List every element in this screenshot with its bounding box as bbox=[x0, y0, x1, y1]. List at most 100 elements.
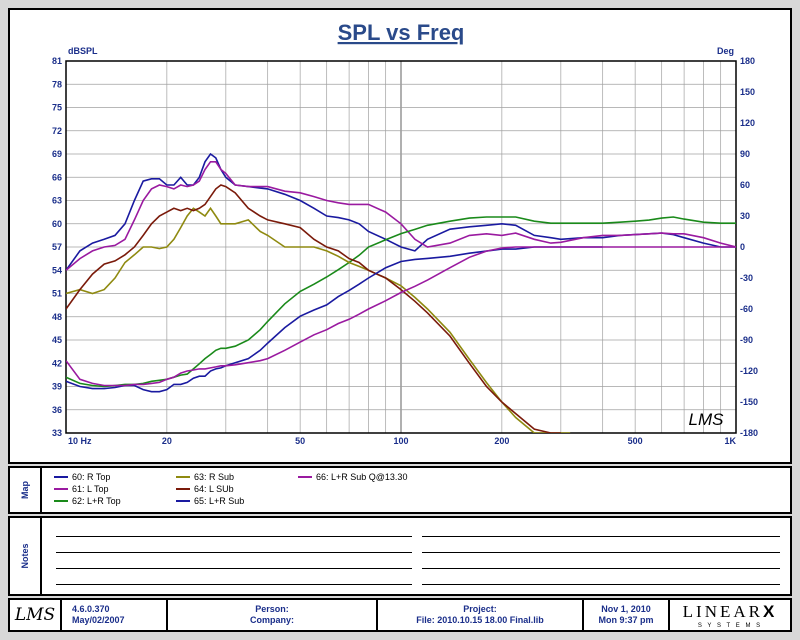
y-tick-label: 81 bbox=[52, 56, 62, 66]
note-line[interactable] bbox=[56, 584, 412, 585]
y-tick-label: 45 bbox=[52, 335, 62, 345]
lms-watermark: LMS bbox=[689, 410, 725, 429]
legend-label: 65: L+R Sub bbox=[194, 496, 245, 506]
x-tick-label: 100 bbox=[393, 436, 408, 446]
map-tab[interactable]: Map bbox=[10, 468, 42, 512]
footer-person-cell: Person: Company: bbox=[168, 600, 378, 630]
footer-version-cell: 4.6.0.370 May/02/2007 bbox=[62, 600, 168, 630]
legend-swatch bbox=[298, 476, 312, 478]
chart-title: SPL vs Freq bbox=[338, 20, 465, 45]
y2-tick-label: -180 bbox=[740, 428, 758, 438]
legend-item: 66: L+R Sub Q@13.30 bbox=[298, 472, 407, 482]
spl-chart: SPL vs Freq dBSPL Deg 33 36 39 42 45 48 51 54 57 60 6… bbox=[52, 20, 758, 446]
brand-name: LINEAR bbox=[682, 602, 763, 621]
note-line[interactable] bbox=[422, 568, 780, 569]
y-tick-label: 51 bbox=[52, 289, 62, 299]
y2-tick-label: 0 bbox=[740, 242, 745, 252]
map-tab-label: Map bbox=[20, 481, 30, 499]
notes-tab[interactable]: Notes bbox=[10, 518, 42, 594]
y-tick-label: 63 bbox=[52, 196, 62, 206]
footer-time: Mon 9:37 pm bbox=[598, 615, 654, 625]
y2-tick-label: 180 bbox=[740, 56, 755, 66]
series-line-1 bbox=[66, 152, 736, 271]
y-tick-label: 39 bbox=[52, 382, 62, 392]
y-tick-label: 33 bbox=[52, 428, 62, 438]
legend-item: 64: L SUb bbox=[176, 484, 234, 494]
y-tick-label: 69 bbox=[52, 149, 62, 159]
lms-logo: LMS bbox=[14, 605, 56, 625]
legend-item: 63: R Sub bbox=[176, 472, 234, 482]
legend-panel: Map 60: R Top 61: L Top 62: L+R Top 63: R S… bbox=[8, 466, 792, 514]
x-tick-label: 10 Hz bbox=[68, 436, 92, 446]
y-axis-label: dBSPL bbox=[68, 46, 98, 56]
note-line[interactable] bbox=[422, 584, 780, 585]
series-line-7 bbox=[66, 246, 736, 387]
series-line-4 bbox=[66, 206, 571, 433]
brand-sub: S Y S T E M S bbox=[697, 623, 763, 629]
y2-tick-label: 90 bbox=[740, 149, 750, 159]
note-line[interactable] bbox=[56, 568, 412, 569]
y2-tick-label: -30 bbox=[740, 273, 753, 283]
series-line-6 bbox=[66, 246, 603, 393]
y2-tick-label: -150 bbox=[740, 397, 758, 407]
note-line[interactable] bbox=[56, 552, 412, 553]
note-line[interactable] bbox=[56, 536, 412, 537]
footer-project-cell: Project: File: 2010.10.15 18.00 Final.li… bbox=[378, 600, 584, 630]
series-line-2 bbox=[66, 161, 736, 271]
x-tick-label: 200 bbox=[494, 436, 509, 446]
y2-tick-label: -90 bbox=[740, 335, 753, 345]
legend-label: 64: L SUb bbox=[194, 484, 234, 494]
legend-label: 66: L+R Sub Q@13.30 bbox=[316, 472, 408, 482]
y2-tick-label: 150 bbox=[740, 87, 755, 97]
legend-label: 62: L+R Top bbox=[72, 496, 121, 506]
legend-item: 65: L+R Sub bbox=[176, 496, 244, 506]
legend-swatch bbox=[176, 488, 190, 490]
footer-date-cell: Nov 1, 2010 Mon 9:37 pm bbox=[584, 600, 670, 630]
y-tick-label: 42 bbox=[52, 358, 62, 368]
version-number: 4.6.0.370 bbox=[72, 604, 110, 614]
legend-label: 63: R Sub bbox=[194, 472, 235, 482]
notes-panel: Notes bbox=[8, 516, 792, 596]
y-tick-label: 72 bbox=[52, 126, 62, 136]
notes-tab-label: Notes bbox=[20, 543, 30, 569]
note-line[interactable] bbox=[422, 536, 780, 537]
y-tick-label: 66 bbox=[52, 172, 62, 182]
y2-tick-label: 30 bbox=[740, 211, 750, 221]
legend-swatch bbox=[176, 476, 190, 478]
legend-label: 60: R Top bbox=[72, 472, 111, 482]
legend-swatch bbox=[54, 488, 68, 490]
y-tick-label: 54 bbox=[52, 265, 62, 275]
file-label: File: 2010.10.15 18.00 Final.lib bbox=[416, 615, 544, 625]
company-label: Company: bbox=[249, 615, 294, 625]
legend-swatch bbox=[54, 476, 68, 478]
y-tick-label: 57 bbox=[52, 242, 62, 252]
person-label: Person: bbox=[255, 604, 289, 614]
brand-logo: LINEARX bbox=[670, 600, 790, 622]
y-tick-label: 78 bbox=[52, 79, 62, 89]
legend-item: 62: L+R Top bbox=[54, 496, 121, 506]
x-tick-label: 500 bbox=[628, 436, 643, 446]
y2-tick-label: -120 bbox=[740, 366, 758, 376]
footer-brand-cell: LINEARX S Y S T E M S bbox=[670, 600, 790, 630]
footer-date: Nov 1, 2010 bbox=[601, 604, 651, 614]
y2-axis-label: Deg bbox=[717, 46, 734, 56]
x-tick-label: 50 bbox=[295, 436, 305, 446]
y2-tick-label: -60 bbox=[740, 304, 753, 314]
note-line[interactable] bbox=[422, 552, 780, 553]
y-tick-label: 75 bbox=[52, 103, 62, 113]
y-tick-label: 36 bbox=[52, 405, 62, 415]
y2-tick-label: 120 bbox=[740, 118, 755, 128]
legend-item: 60: R Top bbox=[54, 472, 110, 482]
chart-panel: SPL vs Freq dBSPL Deg 33 36 39 42 45 48 51 54 57 60 6… bbox=[8, 8, 792, 464]
project-label: Project: bbox=[463, 604, 497, 614]
brand-x: X bbox=[762, 602, 778, 621]
legend-label: 61: L Top bbox=[72, 484, 109, 494]
legend-item: 61: L Top bbox=[54, 484, 109, 494]
footer-logo-cell: LMS bbox=[10, 600, 62, 630]
x-tick-label: 20 bbox=[162, 436, 172, 446]
y2-tick-label: 60 bbox=[740, 180, 750, 190]
x-tick-label: 1K bbox=[724, 436, 736, 446]
legend-swatch bbox=[176, 500, 190, 502]
y-tick-label: 60 bbox=[52, 219, 62, 229]
